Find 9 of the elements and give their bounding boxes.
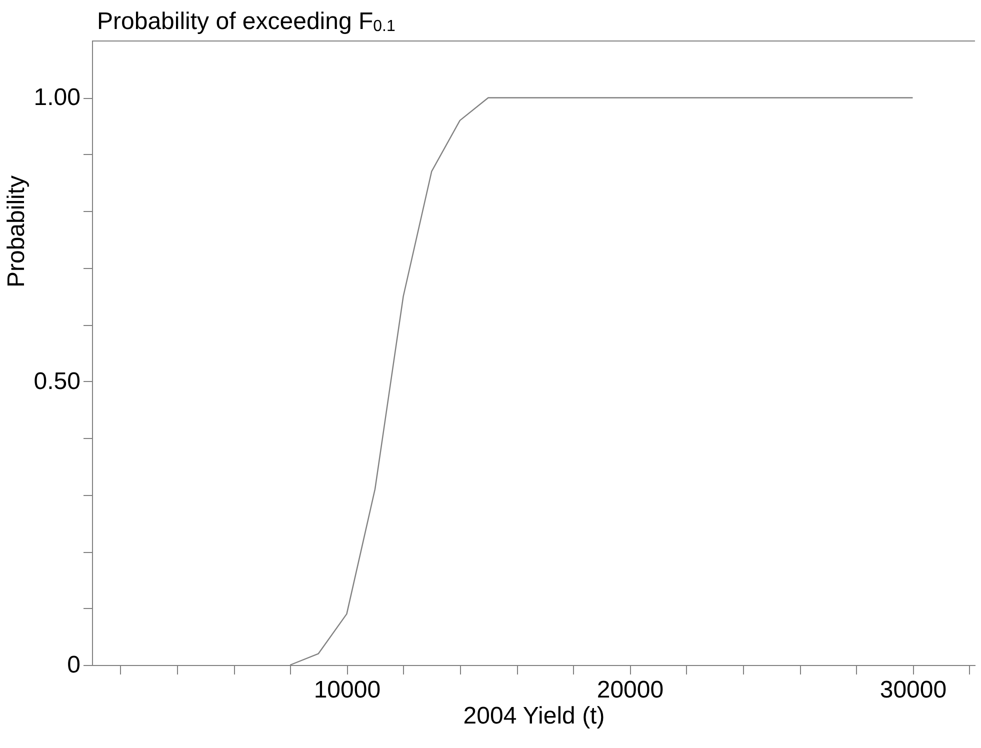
chart-title: Probability of exceeding F$_{0.1}$: [97, 8, 396, 36]
x-axis-title: 2004 Yield (t): [463, 702, 605, 730]
y-tick-label: 0.50: [34, 368, 80, 395]
x-tick-label: 30000: [880, 676, 947, 704]
y-tick-label: 0: [67, 652, 80, 678]
x-tick-label: 20000: [596, 676, 664, 704]
y-axis-title: Probability: [2, 175, 30, 288]
y-tick-label: 1.00: [34, 84, 80, 112]
x-tick-label: 10000: [314, 676, 381, 704]
